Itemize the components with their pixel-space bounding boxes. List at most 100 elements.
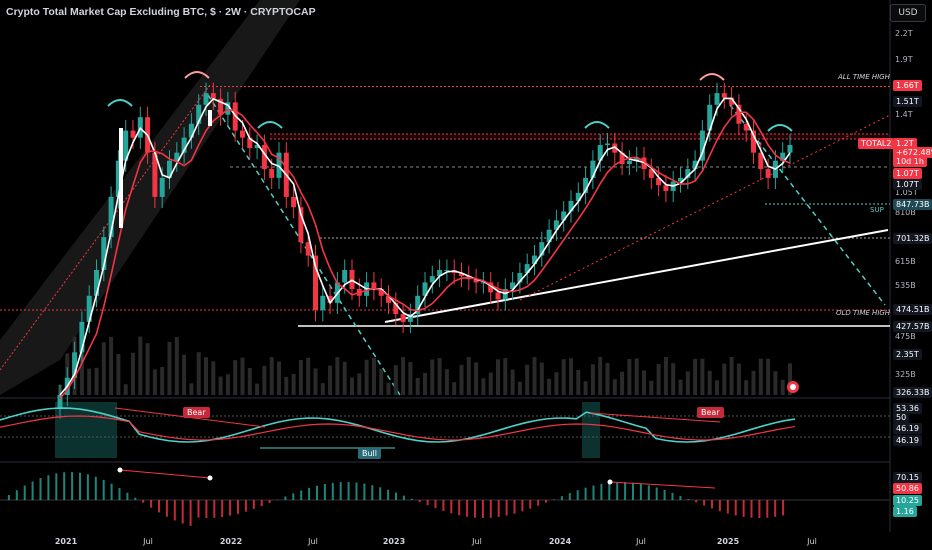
top-arc xyxy=(767,124,793,132)
volume-bar xyxy=(313,368,318,395)
macd-bar xyxy=(284,496,287,500)
candle-body xyxy=(699,130,705,161)
volume-bar xyxy=(583,381,588,395)
macd-bar xyxy=(118,488,121,500)
macd-bar xyxy=(229,500,232,516)
candle-body xyxy=(174,152,180,161)
candle-body xyxy=(407,314,413,322)
macd-bar xyxy=(15,490,18,500)
macd-bar xyxy=(632,482,634,500)
candle-body xyxy=(539,242,545,256)
candle-body xyxy=(524,264,530,274)
price-label: 1.51T xyxy=(893,96,922,107)
volume-bar xyxy=(116,354,121,395)
candle-body xyxy=(313,255,318,311)
macd-bar xyxy=(782,500,785,516)
candle-body xyxy=(269,169,275,178)
macd-bar xyxy=(426,500,429,506)
volume-bar xyxy=(167,341,172,395)
volume-bar xyxy=(79,342,84,395)
macd-bar xyxy=(529,500,532,509)
volume-bar xyxy=(634,358,639,395)
volume-bar xyxy=(788,363,792,395)
volume-bar xyxy=(444,369,449,395)
macd-bar xyxy=(197,500,200,518)
price-label: 847.73B xyxy=(893,199,932,210)
candle-body xyxy=(575,192,581,201)
price-tick: 475B xyxy=(895,332,916,341)
support-label: SUP xyxy=(870,206,884,214)
candle-body xyxy=(721,93,727,98)
candle-body xyxy=(656,177,662,186)
volume-bar xyxy=(328,365,333,395)
macd-bar xyxy=(584,487,587,500)
volume-bar xyxy=(277,361,281,395)
rsi-highlight xyxy=(55,402,117,458)
time-tick: 2022 xyxy=(219,537,243,546)
candle-body xyxy=(86,295,92,322)
candle-body xyxy=(218,98,224,115)
candle-body xyxy=(707,104,713,131)
chart-title: Crypto Total Market Cap Excluding BTC, $… xyxy=(6,6,316,18)
candle-body xyxy=(342,270,348,283)
macd-bar xyxy=(355,482,358,500)
volume-bar xyxy=(766,358,771,395)
top-arc xyxy=(107,99,133,107)
macd-label: 70.15 xyxy=(893,472,922,483)
time-tick: 2021 xyxy=(54,537,78,546)
candle-body xyxy=(568,200,574,212)
macd-bar xyxy=(442,500,445,511)
volume-bar xyxy=(138,336,143,395)
candle-body xyxy=(787,145,793,153)
macd-bar xyxy=(339,482,342,500)
candle-body xyxy=(751,130,756,153)
macd-bar xyxy=(695,500,698,503)
volume-bar xyxy=(386,382,391,395)
macd-bar xyxy=(363,483,366,500)
macd-bar xyxy=(600,483,603,500)
volume-bar xyxy=(722,363,727,395)
candle-body xyxy=(378,289,384,296)
price-tick: 2.2T xyxy=(895,29,913,38)
currency-button[interactable]: USD xyxy=(890,4,926,22)
candle-body xyxy=(736,104,742,124)
candle-body xyxy=(415,295,421,315)
price-label: 1.07T xyxy=(893,168,922,179)
macd-bar xyxy=(47,475,50,500)
macd-bar xyxy=(347,482,350,500)
candle-body xyxy=(196,104,202,124)
rsi-ma-line xyxy=(0,415,796,441)
macd-bar xyxy=(687,499,690,500)
price-label: 701.32B xyxy=(893,233,932,244)
macd-bar xyxy=(7,494,10,500)
macd-bar xyxy=(173,500,176,521)
macd-bar xyxy=(766,500,769,518)
highlight-bar xyxy=(119,128,123,228)
volume-bar xyxy=(569,358,573,395)
channel-line xyxy=(0,84,211,371)
volume-bar xyxy=(780,379,785,395)
price-label: +672.48% xyxy=(893,147,932,158)
volume-bar xyxy=(87,368,92,395)
volume-bar xyxy=(517,381,522,395)
macd-bar xyxy=(55,473,58,500)
macd-bar xyxy=(703,500,706,506)
volume-bar xyxy=(532,357,537,395)
macd-bar xyxy=(774,500,777,517)
macd-bar xyxy=(213,500,216,518)
macd-bar xyxy=(513,500,516,514)
candle-body xyxy=(393,302,399,315)
candle-body xyxy=(203,93,209,105)
macd-bar xyxy=(718,500,721,512)
candle-body xyxy=(473,279,479,283)
volume-bar xyxy=(152,369,157,395)
macd-bar xyxy=(616,482,619,500)
volume-bar xyxy=(218,376,223,395)
candle-body xyxy=(152,152,158,197)
macd-bar xyxy=(505,500,508,516)
candle-body xyxy=(714,93,720,105)
macd-bar xyxy=(268,500,271,503)
macd-bar xyxy=(466,500,469,517)
time-tick: 2025 xyxy=(716,537,740,546)
